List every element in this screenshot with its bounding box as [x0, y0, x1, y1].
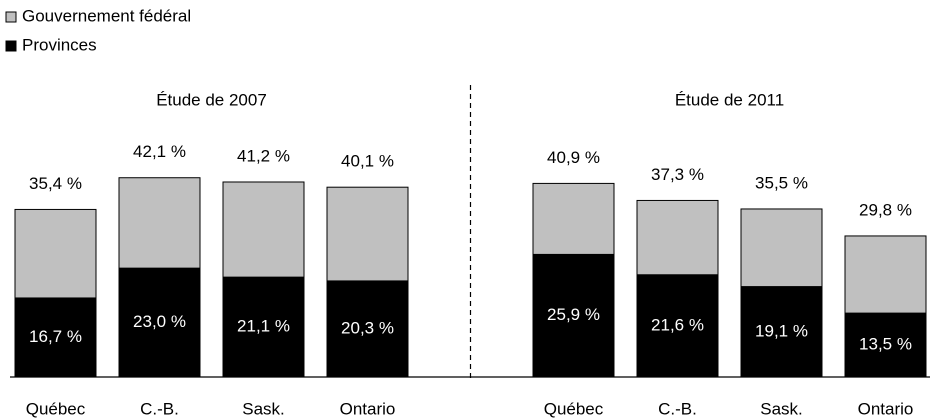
bar-segment: [844, 312, 927, 378]
value-label: 19,1 %: [755, 321, 808, 340]
x-tick-label: C.-B.: [140, 399, 179, 418]
bar-segment: [326, 280, 409, 378]
legend-swatch: [5, 40, 17, 52]
bar-segment: [118, 177, 201, 269]
x-tick-label: Sask.: [760, 399, 803, 418]
value-label: 25,9 %: [547, 305, 600, 324]
x-tick-label: Ontario: [340, 399, 396, 418]
legend-swatch: [5, 11, 17, 23]
bar-segment: [844, 235, 927, 314]
total-label: 35,5 %: [755, 173, 808, 192]
group-title: Étude de 2011: [675, 90, 784, 109]
bar-segment: [532, 182, 615, 255]
bar-segment: [326, 186, 409, 282]
total-label: 29,8 %: [859, 200, 912, 219]
total-label: 41,2 %: [237, 146, 290, 165]
total-label: 35,4 %: [29, 174, 82, 193]
value-label: 21,1 %: [237, 317, 290, 336]
total-label: 40,1 %: [341, 152, 394, 171]
bar-segment: [14, 297, 97, 378]
x-tick-label: Sask.: [242, 399, 285, 418]
x-tick-label: Québec: [26, 399, 86, 418]
value-label: 23,0 %: [133, 312, 186, 331]
x-tick-label: Québec: [544, 399, 604, 418]
x-tick-label: Ontario: [858, 399, 914, 418]
bar-segment: [14, 208, 97, 299]
total-label: 40,9 %: [547, 148, 600, 167]
total-label: 42,1 %: [133, 142, 186, 161]
legend-label: Gouvernement fédéral: [22, 6, 191, 25]
bar-segment: [740, 208, 823, 288]
value-label: 21,6 %: [651, 315, 704, 334]
total-label: 37,3 %: [651, 165, 704, 184]
bar-segment: [636, 199, 719, 276]
group-title: Étude de 2007: [156, 90, 267, 109]
bar-segment: [636, 274, 719, 378]
x-tick-label: C.-B.: [658, 399, 697, 418]
value-label: 13,5 %: [859, 335, 912, 354]
bar-segment: [740, 286, 823, 378]
legend-label: Provinces: [22, 35, 97, 54]
bar-segment: [532, 253, 615, 378]
bar-segment: [222, 276, 305, 378]
bar-segment: [222, 181, 305, 278]
value-label: 16,7 %: [29, 327, 82, 346]
value-label: 20,3 %: [341, 318, 394, 337]
